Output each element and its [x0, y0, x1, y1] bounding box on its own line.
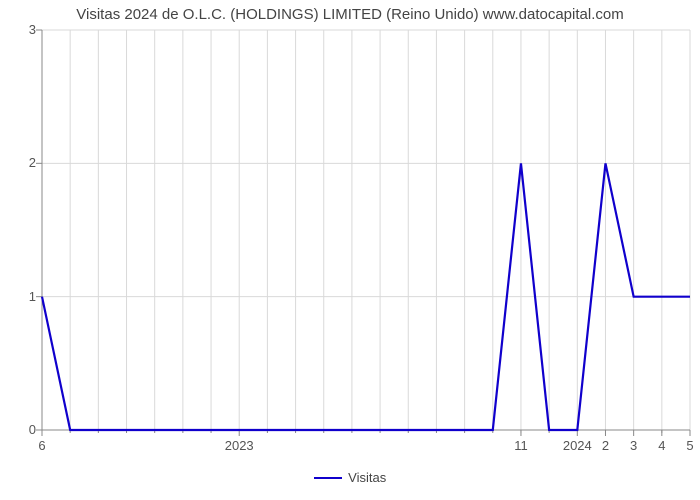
chart-title: Visitas 2024 de O.L.C. (HOLDINGS) LIMITE…	[0, 6, 700, 23]
x-tick-label: 5	[686, 438, 693, 453]
x-tick-label: 2024	[563, 438, 592, 453]
x-tick-label: 2023	[225, 438, 254, 453]
x-tick-label: 3	[630, 438, 637, 453]
chart-container: Visitas 2024 de O.L.C. (HOLDINGS) LIMITE…	[0, 0, 700, 500]
legend-label: Visitas	[348, 470, 386, 485]
legend-swatch	[314, 477, 342, 479]
x-tick-label: 4	[658, 438, 665, 453]
y-tick-label: 2	[12, 155, 36, 170]
y-tick-label: 0	[12, 422, 36, 437]
x-tick-label: 11	[514, 438, 528, 453]
plot-area	[42, 30, 690, 430]
x-tick-label: 6	[38, 438, 45, 453]
x-tick-label: 2	[602, 438, 609, 453]
y-tick-label: 3	[12, 22, 36, 37]
legend: Visitas	[314, 470, 386, 485]
y-tick-label: 1	[12, 289, 36, 304]
